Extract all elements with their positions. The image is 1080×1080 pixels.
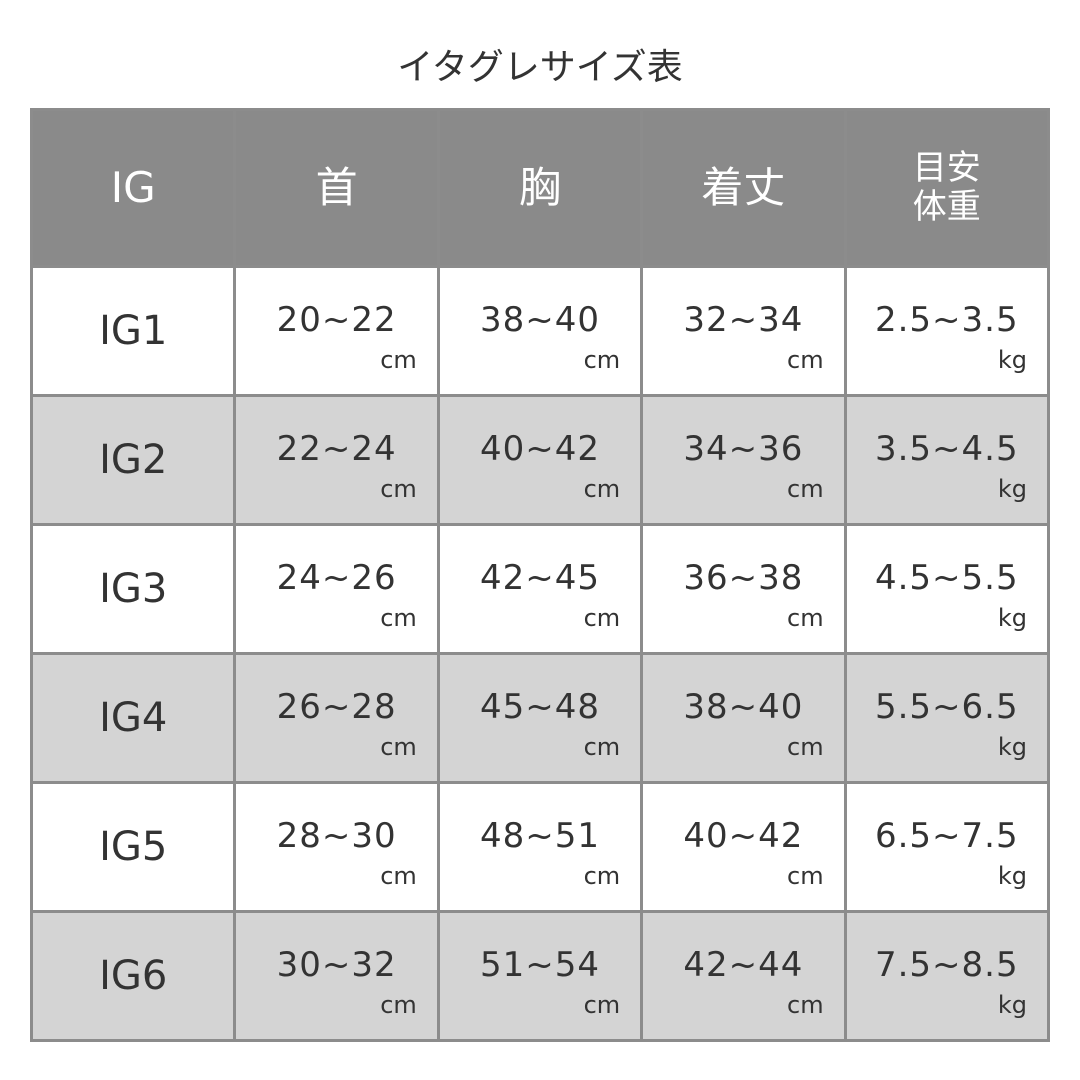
neck-value: 20~22 xyxy=(276,300,397,340)
unit-label: cm xyxy=(787,862,824,890)
cell-size: IG2 xyxy=(33,397,234,523)
unit-label: kg xyxy=(997,991,1027,1019)
cell-chest: 51~54 cm xyxy=(439,913,641,1039)
length-value: 34~36 xyxy=(683,429,804,469)
unit-label: kg xyxy=(997,475,1027,503)
unit-label: kg xyxy=(997,733,1027,761)
unit-label: cm xyxy=(380,733,417,761)
header-neck: 首 xyxy=(236,111,437,265)
weight-value: 2.5~3.5 xyxy=(874,300,1019,340)
cell-size: IG6 xyxy=(33,913,234,1039)
cell-neck: 30~32 cm xyxy=(236,913,437,1039)
cell-neck: 24~26 cm xyxy=(236,526,437,652)
cell-neck: 22~24 cm xyxy=(236,397,437,523)
cell-neck: 28~30 cm xyxy=(236,784,437,910)
cell-length: 34~36 cm xyxy=(643,397,844,523)
cell-chest: 45~48 cm xyxy=(439,655,641,781)
unit-label: cm xyxy=(583,733,621,761)
unit-label: cm xyxy=(380,475,417,503)
unit-label: cm xyxy=(787,475,824,503)
cell-weight: 7.5~8.5 kg xyxy=(846,913,1047,1039)
unit-label: cm xyxy=(787,991,824,1019)
neck-value: 24~26 xyxy=(276,558,397,598)
cell-size: IG1 xyxy=(33,268,234,394)
size-label: IG4 xyxy=(99,695,168,741)
unit-label: cm xyxy=(787,346,824,374)
header-weight-line2: 体重 xyxy=(912,187,981,227)
length-value: 32~34 xyxy=(683,300,804,340)
cell-size: IG4 xyxy=(33,655,234,781)
cell-chest: 40~42 cm xyxy=(439,397,641,523)
cell-chest: 48~51 cm xyxy=(439,784,641,910)
cell-length: 36~38 cm xyxy=(643,526,844,652)
length-value: 38~40 xyxy=(683,687,804,727)
unit-label: cm xyxy=(380,991,417,1019)
size-label: IG2 xyxy=(99,437,168,483)
header-weight-line1: 目安 xyxy=(912,147,981,188)
header-length: 着丈 xyxy=(643,111,844,265)
unit-label: cm xyxy=(787,733,824,761)
chest-value: 38~40 xyxy=(479,300,600,340)
cell-length: 32~34 cm xyxy=(643,268,844,394)
unit-label: cm xyxy=(380,346,417,374)
weight-value: 3.5~4.5 xyxy=(874,429,1019,469)
cell-chest: 38~40 cm xyxy=(439,268,641,394)
cell-neck: 20~22 cm xyxy=(236,268,437,394)
unit-label: cm xyxy=(583,475,621,503)
unit-label: kg xyxy=(997,862,1027,890)
cell-length: 42~44 cm xyxy=(643,913,844,1039)
unit-label: cm xyxy=(380,604,417,632)
cell-weight: 4.5~5.5 kg xyxy=(846,526,1047,652)
chest-value: 45~48 xyxy=(479,687,600,727)
chest-value: 40~42 xyxy=(479,429,600,469)
page-title: イタグレサイズ表 xyxy=(397,47,683,88)
cell-size: IG3 xyxy=(33,526,234,652)
length-value: 36~38 xyxy=(683,558,804,598)
weight-value: 5.5~6.5 xyxy=(874,687,1019,727)
unit-label: cm xyxy=(583,604,621,632)
header-size: IG xyxy=(33,111,234,265)
cell-size: IG5 xyxy=(33,784,234,910)
header-weight: 目安 体重 xyxy=(846,111,1047,265)
cell-weight: 5.5~6.5 kg xyxy=(846,655,1047,781)
chest-value: 42~45 xyxy=(479,558,600,598)
chest-value: 48~51 xyxy=(479,816,600,856)
cell-neck: 26~28 cm xyxy=(236,655,437,781)
cell-weight: 6.5~7.5 kg xyxy=(846,784,1047,910)
unit-label: cm xyxy=(380,862,417,890)
weight-value: 6.5~7.5 xyxy=(874,816,1019,856)
length-value: 42~44 xyxy=(683,945,804,985)
unit-label: kg xyxy=(997,604,1027,632)
size-label: IG3 xyxy=(99,566,168,612)
weight-value: 4.5~5.5 xyxy=(874,558,1019,598)
header-chest: 胸 xyxy=(439,111,641,265)
unit-label: cm xyxy=(583,862,621,890)
unit-label: cm xyxy=(583,991,621,1019)
cell-weight: 2.5~3.5 kg xyxy=(846,268,1047,394)
neck-value: 30~32 xyxy=(276,945,397,985)
size-label: IG1 xyxy=(99,308,168,354)
unit-label: cm xyxy=(583,346,621,374)
unit-label: kg xyxy=(997,346,1027,374)
neck-value: 26~28 xyxy=(276,687,397,727)
cell-weight: 3.5~4.5 kg xyxy=(846,397,1047,523)
chest-value: 51~54 xyxy=(479,945,600,985)
unit-label: cm xyxy=(787,604,824,632)
cell-chest: 42~45 cm xyxy=(439,526,641,652)
size-table: IG 首 胸 着丈 目安 体重 IG1 20~22 cm 38~40 cm 32~34 cm 2… xyxy=(30,108,1050,1042)
neck-value: 22~24 xyxy=(276,429,397,469)
weight-value: 7.5~8.5 xyxy=(874,945,1019,985)
length-value: 40~42 xyxy=(683,816,804,856)
neck-value: 28~30 xyxy=(276,816,397,856)
size-label: IG6 xyxy=(99,953,168,999)
size-label: IG5 xyxy=(99,824,168,870)
cell-length: 40~42 cm xyxy=(643,784,844,910)
cell-length: 38~40 cm xyxy=(643,655,844,781)
